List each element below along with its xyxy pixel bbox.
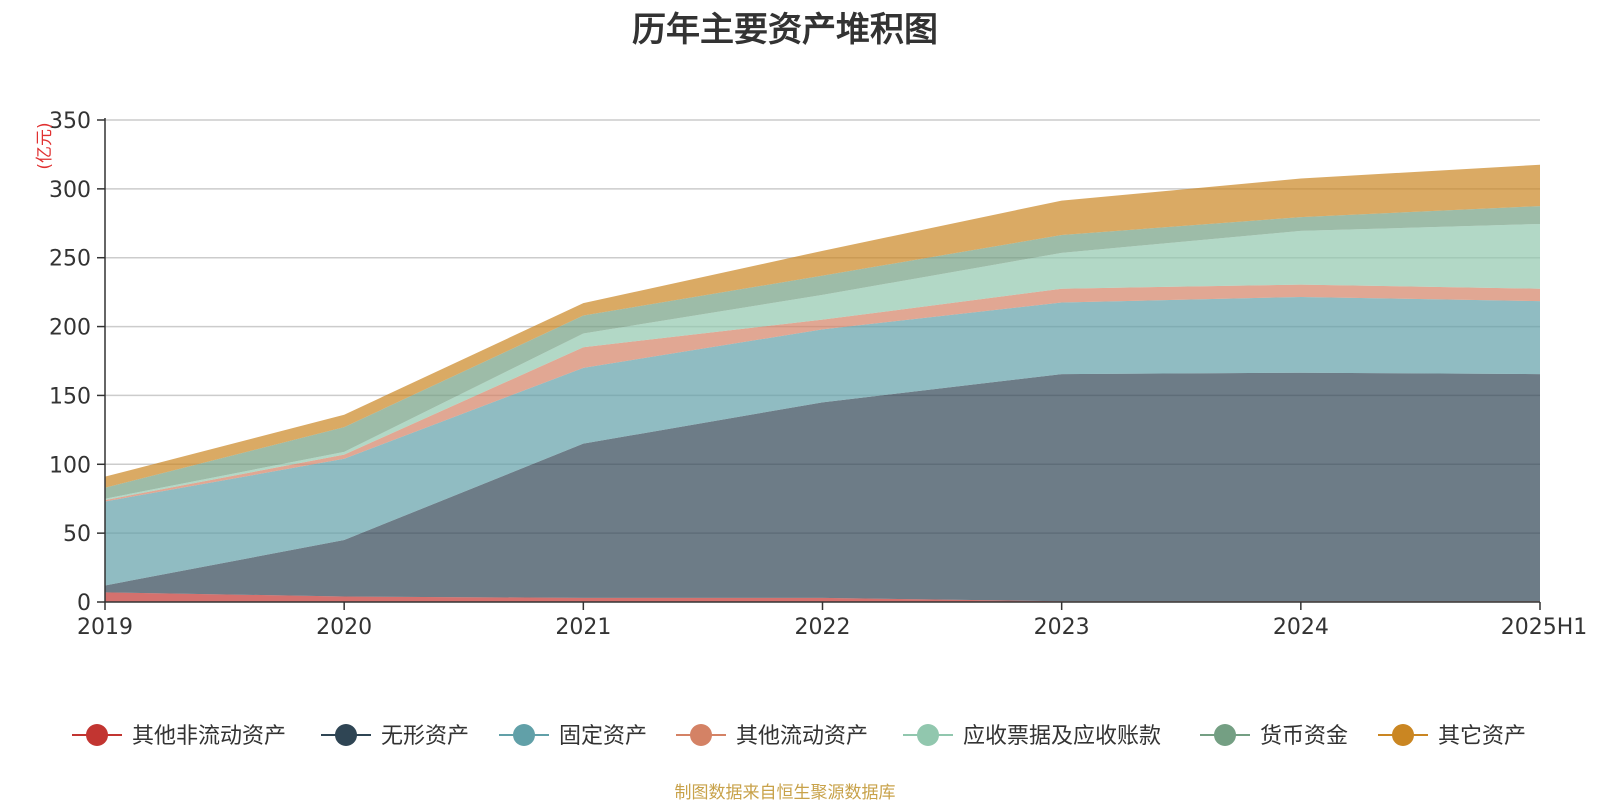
legend-item-0[interactable]: 其他非流动资产 (72, 724, 286, 749)
axes: 0 50 100 150 200 250 300 350 2019 2020 2021 2022 202… (49, 109, 1587, 640)
legend-item-3[interactable]: 其他流动资产 (676, 724, 868, 749)
legend-label: 其他流动资产 (736, 724, 868, 749)
legend-marker (335, 724, 357, 746)
data-source-note: 制图数据来自恒生聚源数据库 (674, 783, 896, 803)
legend-marker (1214, 724, 1236, 746)
legend-marker (86, 724, 108, 746)
legend-item-1[interactable]: 无形资产 (321, 724, 469, 749)
y-tick-label: 0 (77, 591, 91, 616)
x-tick-label: 2024 (1273, 615, 1329, 640)
y-tick-label: 350 (49, 109, 91, 134)
legend-label: 无形资产 (381, 724, 469, 749)
legend-marker (1392, 724, 1414, 746)
x-tick-label: 2020 (316, 615, 372, 640)
legend-label: 应收票据及应收账款 (963, 724, 1161, 749)
area-series-4 (105, 223, 1540, 501)
legend-item-6[interactable]: 其它资产 (1378, 724, 1526, 749)
y-tick-label: 100 (49, 453, 91, 478)
area-series-1 (105, 372, 1540, 602)
legend-label: 固定资产 (559, 724, 647, 749)
area-series-3 (105, 284, 1540, 502)
y-tick-label: 200 (49, 316, 91, 341)
area-series-0 (105, 592, 1540, 602)
legend: 其他非流动资产 无形资产 固定资产 其他流动资产 应收票据及应收账款 货币资金 其它资产 (72, 724, 1526, 749)
area-series-5 (105, 206, 1540, 499)
y-tick-label: 250 (49, 247, 91, 272)
legend-item-5[interactable]: 货币资金 (1200, 724, 1348, 749)
area-series-2 (105, 296, 1540, 586)
y-tick-label: 150 (49, 384, 91, 409)
x-tick-label: 2025H1 (1501, 615, 1588, 640)
x-tick-label: 2021 (555, 615, 611, 640)
legend-marker (917, 724, 939, 746)
chart-title: 历年主要资产堆积图 (632, 10, 938, 50)
y-axis-unit-label: (亿元) (35, 122, 55, 169)
x-tick-label: 2022 (795, 615, 851, 640)
legend-marker (513, 724, 535, 746)
y-tick-label: 300 (49, 178, 91, 203)
legend-marker (690, 724, 712, 746)
legend-item-4[interactable]: 应收票据及应收账款 (903, 724, 1161, 749)
x-tick-label: 2023 (1034, 615, 1090, 640)
area-series-6 (105, 164, 1540, 488)
legend-label: 其它资产 (1438, 724, 1526, 749)
legend-label: 其他非流动资产 (132, 724, 286, 749)
y-tick-label: 50 (63, 522, 91, 547)
legend-label: 货币资金 (1260, 724, 1348, 749)
area-series (105, 164, 1540, 602)
x-tick-label: 2019 (77, 615, 133, 640)
legend-item-2[interactable]: 固定资产 (499, 724, 647, 749)
